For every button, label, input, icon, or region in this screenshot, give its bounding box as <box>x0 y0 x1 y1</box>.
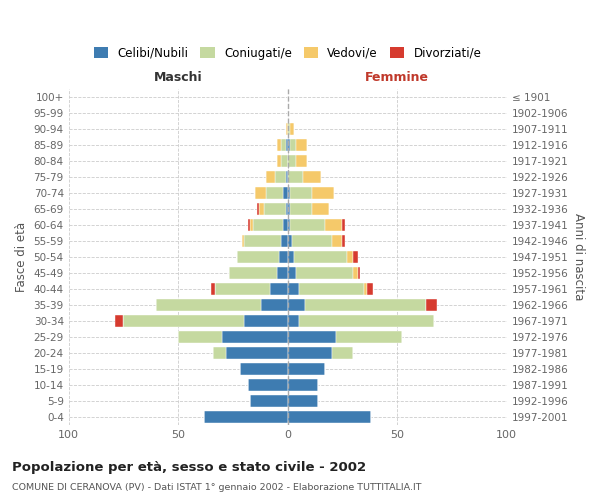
Text: Femmine: Femmine <box>365 71 429 84</box>
Bar <box>287 267 296 280</box>
Text: Maschi: Maschi <box>154 71 202 84</box>
Bar <box>222 331 287 344</box>
Bar <box>263 202 286 215</box>
Bar <box>287 235 292 248</box>
Bar <box>215 283 270 296</box>
Bar <box>296 267 353 280</box>
Bar <box>124 315 244 328</box>
Bar <box>205 411 287 424</box>
Bar <box>279 251 287 264</box>
Bar <box>331 347 353 360</box>
Y-axis label: Fasce di età: Fasce di età <box>15 222 28 292</box>
Bar <box>299 283 364 296</box>
Bar <box>275 170 286 183</box>
Bar <box>290 202 312 215</box>
Bar <box>266 170 275 183</box>
Bar <box>353 267 358 280</box>
Bar <box>244 235 281 248</box>
Bar <box>211 283 215 296</box>
Bar <box>281 138 286 151</box>
Bar <box>277 138 281 151</box>
Bar <box>286 122 287 135</box>
Bar <box>248 219 250 231</box>
Bar <box>290 138 296 151</box>
Bar <box>287 315 299 328</box>
Bar <box>296 138 307 151</box>
Bar <box>270 283 287 296</box>
Text: COMUNE DI CERANOVA (PV) - Dati ISTAT 1° gennaio 2002 - Elaborazione TUTTITALIA.I: COMUNE DI CERANOVA (PV) - Dati ISTAT 1° … <box>12 483 421 492</box>
Bar <box>250 219 253 231</box>
Bar <box>287 219 290 231</box>
Bar <box>294 251 347 264</box>
Bar <box>364 283 367 296</box>
Bar <box>286 202 287 215</box>
Bar <box>287 411 371 424</box>
Y-axis label: Anni di nascita: Anni di nascita <box>572 214 585 300</box>
Bar <box>259 202 263 215</box>
Bar <box>312 202 329 215</box>
Bar <box>248 379 287 392</box>
Bar <box>425 299 437 312</box>
Bar <box>287 154 296 167</box>
Bar <box>287 379 319 392</box>
Bar <box>253 219 283 231</box>
Bar <box>299 315 434 328</box>
Bar <box>226 347 287 360</box>
Bar <box>296 154 307 167</box>
Bar <box>292 235 331 248</box>
Bar <box>239 363 287 376</box>
Bar <box>242 235 244 248</box>
Bar <box>290 122 294 135</box>
Bar <box>286 170 287 183</box>
Bar <box>277 267 287 280</box>
Bar <box>287 331 336 344</box>
Bar <box>367 283 373 296</box>
Bar <box>312 186 334 199</box>
Bar <box>229 267 277 280</box>
Bar <box>277 154 281 167</box>
Bar <box>290 186 312 199</box>
Bar <box>325 219 343 231</box>
Bar <box>336 331 401 344</box>
Bar <box>213 347 226 360</box>
Bar <box>255 186 266 199</box>
Bar <box>290 219 325 231</box>
Bar <box>287 138 290 151</box>
Bar <box>347 251 353 264</box>
Bar <box>156 299 262 312</box>
Bar <box>266 186 283 199</box>
Bar <box>287 299 305 312</box>
Bar <box>331 235 343 248</box>
Bar <box>178 331 222 344</box>
Bar <box>353 251 358 264</box>
Bar <box>287 186 290 199</box>
Text: Popolazione per età, sesso e stato civile - 2002: Popolazione per età, sesso e stato civil… <box>12 461 366 474</box>
Bar <box>281 235 287 248</box>
Legend: Celibi/Nubili, Coniugati/e, Vedovi/e, Divorziati/e: Celibi/Nubili, Coniugati/e, Vedovi/e, Di… <box>89 42 486 64</box>
Bar <box>262 299 287 312</box>
Bar <box>283 219 287 231</box>
Bar <box>244 315 287 328</box>
Bar <box>305 299 425 312</box>
Bar <box>286 138 287 151</box>
Bar <box>281 154 287 167</box>
Bar <box>283 186 287 199</box>
Bar <box>250 395 287 407</box>
Bar <box>287 122 290 135</box>
Bar <box>287 347 331 360</box>
Bar <box>358 267 360 280</box>
Bar <box>257 202 259 215</box>
Bar <box>115 315 124 328</box>
Bar <box>287 251 294 264</box>
Bar <box>287 395 319 407</box>
Bar <box>343 219 344 231</box>
Bar <box>238 251 279 264</box>
Bar <box>343 235 344 248</box>
Bar <box>287 202 290 215</box>
Bar <box>303 170 320 183</box>
Bar <box>287 170 303 183</box>
Bar <box>287 363 325 376</box>
Bar <box>287 283 299 296</box>
